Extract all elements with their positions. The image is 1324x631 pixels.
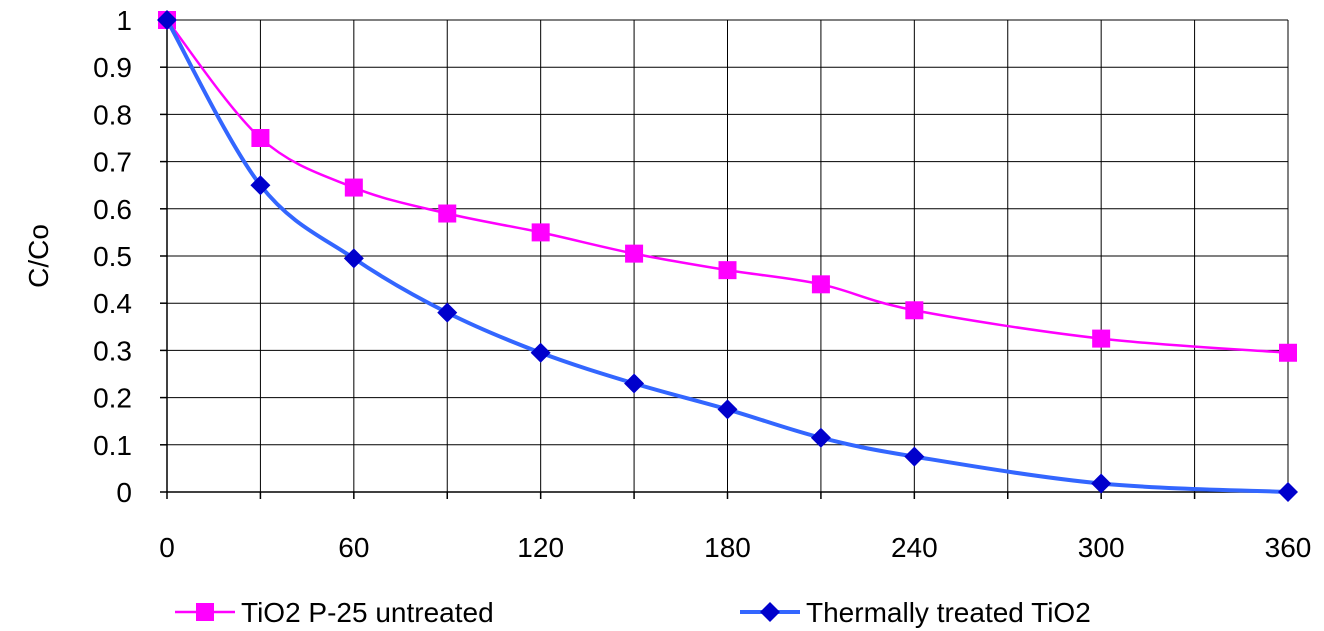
data-point-treated	[624, 373, 645, 394]
data-point-untreated	[531, 223, 550, 242]
y-axis-title: C/Co	[23, 224, 54, 288]
y-tick-label: 0.6	[93, 194, 132, 225]
legend-swatch-marker	[760, 602, 780, 622]
data-point-untreated	[811, 275, 830, 294]
y-tick-label: 0.8	[93, 99, 132, 130]
legend-swatch-marker	[196, 603, 214, 621]
legend-item-untreated: TiO2 P-25 untreated	[175, 597, 494, 628]
data-point-untreated	[1279, 343, 1297, 362]
data-point-treated	[810, 427, 831, 448]
data-point-treated	[250, 175, 271, 196]
axes	[160, 19, 1289, 499]
y-tick-label: 0.2	[93, 383, 132, 414]
y-tick-label: 0.3	[93, 335, 132, 366]
y-tick-label: 0.7	[93, 147, 132, 178]
y-tick-label: 0.1	[93, 430, 132, 461]
y-tick-labels: 0 0.1 0.2 0.3 0.4 0.5 0.6 0.7 0.8 0.9 1	[93, 5, 132, 508]
data-point-untreated	[625, 244, 644, 263]
legend: TiO2 P-25 untreated Thermally treated TiO…	[175, 597, 1091, 628]
data-point-treated	[1278, 482, 1298, 502]
y-tick-label: 0.4	[93, 288, 132, 319]
data-point-treated	[343, 248, 364, 269]
data-point-untreated	[344, 178, 363, 197]
legend-item-treated: Thermally treated TiO2	[740, 597, 1091, 628]
data-point-treated	[157, 10, 177, 30]
data-point-untreated	[905, 301, 924, 320]
data-point-untreated	[1092, 329, 1111, 348]
x-tick-label: 360	[1265, 532, 1312, 563]
y-tick-label: 0	[116, 477, 132, 508]
legend-label: TiO2 P-25 untreated	[241, 597, 494, 628]
series-layer	[157, 10, 1298, 502]
y-tick-label: 0.9	[93, 52, 132, 83]
data-point-untreated	[438, 204, 457, 223]
x-tick-label: 180	[704, 532, 751, 563]
data-point-treated	[437, 302, 458, 323]
data-point-untreated	[718, 261, 737, 280]
data-point-treated	[1091, 473, 1112, 494]
x-tick-label: 300	[1078, 532, 1125, 563]
data-point-untreated	[251, 129, 270, 147]
x-tick-label: 0	[159, 532, 175, 563]
series-line-untreated	[166, 19, 1289, 355]
y-tick-label: 1	[116, 5, 132, 36]
data-point-treated	[717, 399, 738, 420]
x-tick-labels: 0 60 120 180 240 300 360	[159, 532, 1311, 563]
data-point-treated	[904, 446, 925, 467]
legend-label: Thermally treated TiO2	[806, 597, 1091, 628]
x-tick-label: 240	[891, 532, 938, 563]
y-tick-label: 0.5	[93, 241, 132, 272]
x-tick-label: 60	[338, 532, 369, 563]
x-tick-label: 120	[517, 532, 564, 563]
data-point-treated	[530, 342, 551, 363]
grid	[167, 19, 1289, 492]
